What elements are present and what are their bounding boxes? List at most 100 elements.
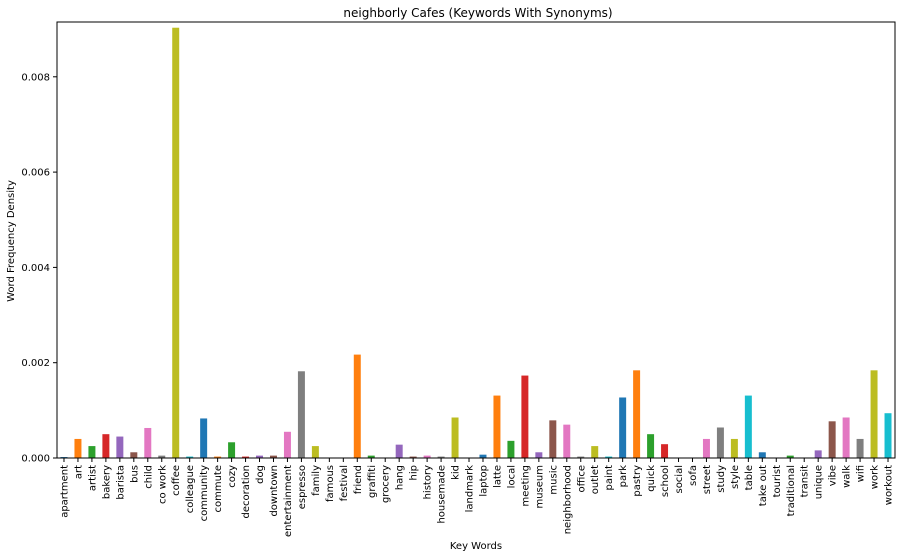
x-tick-label: housemade	[437, 465, 448, 524]
x-tick-label: graffiti	[367, 465, 378, 498]
bar	[144, 427, 152, 458]
x-tick-label: take out	[758, 465, 769, 506]
bar	[605, 456, 613, 458]
x-tick-label: hip	[409, 465, 420, 480]
x-tick-label: dog	[255, 465, 266, 484]
bar	[269, 455, 277, 458]
bars-group	[60, 27, 892, 459]
x-tick-label: grocery	[381, 465, 392, 503]
x-tick-label: transit	[800, 465, 811, 497]
bar	[702, 438, 710, 458]
x-tick-label: coffee	[171, 465, 182, 496]
bar	[814, 450, 822, 458]
x-tick-label: commute	[213, 465, 224, 513]
y-tick-label: 0.008	[21, 72, 50, 83]
x-tick-label: decoration	[241, 465, 252, 519]
x-tick-label: park	[618, 465, 629, 488]
bar	[116, 436, 124, 458]
bar	[884, 413, 892, 458]
bar	[479, 454, 487, 458]
x-tick-label: art	[73, 465, 84, 479]
x-tick-label: famous	[325, 465, 336, 502]
y-axis: 0.000 0.002 0.004 0.006 0.008	[21, 72, 57, 465]
x-tick-label: quick	[646, 465, 657, 492]
y-tick-label: 0.000	[21, 454, 50, 465]
bar	[409, 456, 417, 458]
bar	[214, 456, 222, 458]
bar	[451, 417, 459, 458]
x-tick-label: apartment	[59, 465, 70, 518]
x-tick-label: street	[702, 465, 713, 494]
x-tick-label: music	[548, 465, 559, 495]
bar	[786, 455, 794, 458]
bar	[828, 421, 836, 458]
bar	[242, 456, 250, 458]
x-tick-label: traditional	[786, 465, 797, 516]
bar	[716, 427, 724, 458]
bar	[535, 452, 543, 458]
y-tick-label: 0.004	[21, 263, 50, 274]
x-tick-label: museum	[534, 465, 545, 509]
x-tick-label: friend	[353, 465, 364, 494]
bar	[367, 455, 375, 458]
x-tick-label: landmark	[465, 465, 476, 513]
bar	[130, 452, 138, 458]
x-tick-label: office	[576, 465, 587, 492]
bar	[353, 354, 361, 458]
bar	[395, 444, 403, 458]
x-tick-label: unique	[814, 465, 825, 499]
x-tick-label: colleague	[185, 465, 196, 513]
x-tick-label: study	[716, 465, 727, 493]
bar	[619, 397, 627, 458]
bar	[647, 434, 655, 458]
bar	[842, 417, 850, 458]
y-tick-label: 0.006	[21, 168, 50, 179]
bar	[437, 456, 445, 458]
x-tick-label: style	[730, 465, 741, 489]
bar	[256, 455, 264, 458]
x-tick-label: local	[506, 465, 517, 488]
x-tick-label: walk	[842, 465, 853, 488]
bar	[102, 434, 110, 458]
chart-title: neighborly Cafes (Keywords With Synonyms…	[343, 6, 612, 20]
bar	[856, 438, 864, 458]
y-axis-label: Word Frequency Density	[6, 180, 17, 302]
x-tick-label: table	[744, 465, 755, 490]
x-tick-label: artist	[87, 465, 98, 491]
bar	[870, 370, 878, 458]
x-tick-label: bakery	[101, 465, 112, 499]
x-tick-label: sofa	[688, 465, 699, 486]
bar	[74, 438, 82, 458]
x-axis-label: Key Words	[450, 541, 502, 552]
x-tick-label: downtown	[269, 465, 280, 517]
x-tick-label: family	[311, 465, 322, 496]
bar	[200, 418, 208, 458]
x-tick-label: outlet	[590, 465, 601, 494]
bar	[577, 456, 585, 458]
bar	[228, 442, 236, 458]
x-tick-label: vibe	[828, 465, 839, 486]
x-tick-label: cozy	[227, 465, 238, 488]
bar	[633, 370, 641, 458]
x-tick-label: workout	[884, 465, 895, 505]
x-axis: apartment art artist bakery barista bus child c…	[59, 458, 895, 537]
x-tick-label: meeting	[520, 465, 531, 506]
x-tick-label: paint	[604, 465, 615, 491]
bar	[88, 446, 96, 458]
x-tick-label: tourist	[772, 465, 783, 497]
x-tick-label: child	[143, 465, 154, 489]
x-tick-label: co work	[157, 465, 168, 504]
x-tick-label: festival	[339, 465, 350, 501]
plot-area-frame	[56, 21, 896, 459]
x-tick-label: laptop	[478, 465, 489, 497]
x-tick-label: neighborhood	[562, 465, 573, 534]
bar	[507, 440, 515, 458]
x-tick-label: school	[660, 465, 671, 497]
bar	[563, 424, 571, 458]
x-tick-label: work	[870, 465, 881, 489]
bar	[549, 420, 557, 458]
x-tick-label: social	[674, 465, 685, 494]
bar	[730, 438, 738, 458]
x-tick-label: espresso	[297, 465, 308, 509]
